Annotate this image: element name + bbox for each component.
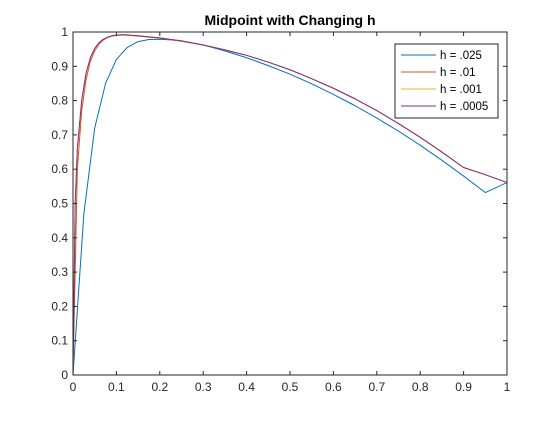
y-tick-label: 0.9: [51, 59, 68, 73]
x-tick-label: 0.4: [238, 380, 255, 394]
x-tick-label: 0.7: [368, 380, 385, 394]
x-tick-label: 0.6: [325, 380, 342, 394]
legend-label: h = .001: [440, 84, 482, 96]
y-tick-label: 0.5: [51, 197, 68, 211]
x-tick-label: 0.5: [282, 380, 299, 394]
x-tick-label: 0.9: [455, 380, 472, 394]
legend-label: h = .0005: [440, 101, 488, 113]
y-tick-label: 0.3: [51, 265, 68, 279]
series-line-3: [72, 34, 508, 376]
x-tick-label: 0.1: [108, 380, 125, 394]
legend: h = .025 h = .01 h = .001 h = .0005: [394, 43, 499, 119]
x-tick-label: 1: [504, 380, 511, 394]
x-tick-label: 0.8: [412, 380, 429, 394]
y-tick-label: 1: [61, 25, 68, 39]
legend-label: h = .01: [440, 67, 476, 79]
y-tick-label: 0.8: [51, 94, 68, 108]
y-axis: 0 0.1 0.2 0.3 0.4 0.5 0.6 0.7 0.8 0.9 1: [51, 25, 507, 382]
y-tick-label: 0.4: [51, 231, 68, 245]
x-tick-label: 0: [70, 380, 77, 394]
y-tick-label: 0.6: [51, 162, 68, 176]
y-tick-label: 0.7: [51, 128, 68, 142]
y-tick-label: 0.1: [51, 334, 68, 348]
chart-title: Midpoint with Changing h: [204, 12, 375, 28]
series-line-0: [72, 38, 508, 376]
y-tick-label: 0.2: [51, 299, 68, 313]
x-axis: 0 0.1 0.2 0.3 0.4 0.5 0.6 0.7 0.8 0.9 1: [70, 32, 511, 394]
x-tick-label: 0.2: [151, 380, 168, 394]
legend-label: h = .025: [440, 50, 482, 62]
x-tick-label: 0.3: [195, 380, 212, 394]
series-layer: [72, 34, 508, 376]
y-tick-label: 0: [61, 368, 68, 382]
